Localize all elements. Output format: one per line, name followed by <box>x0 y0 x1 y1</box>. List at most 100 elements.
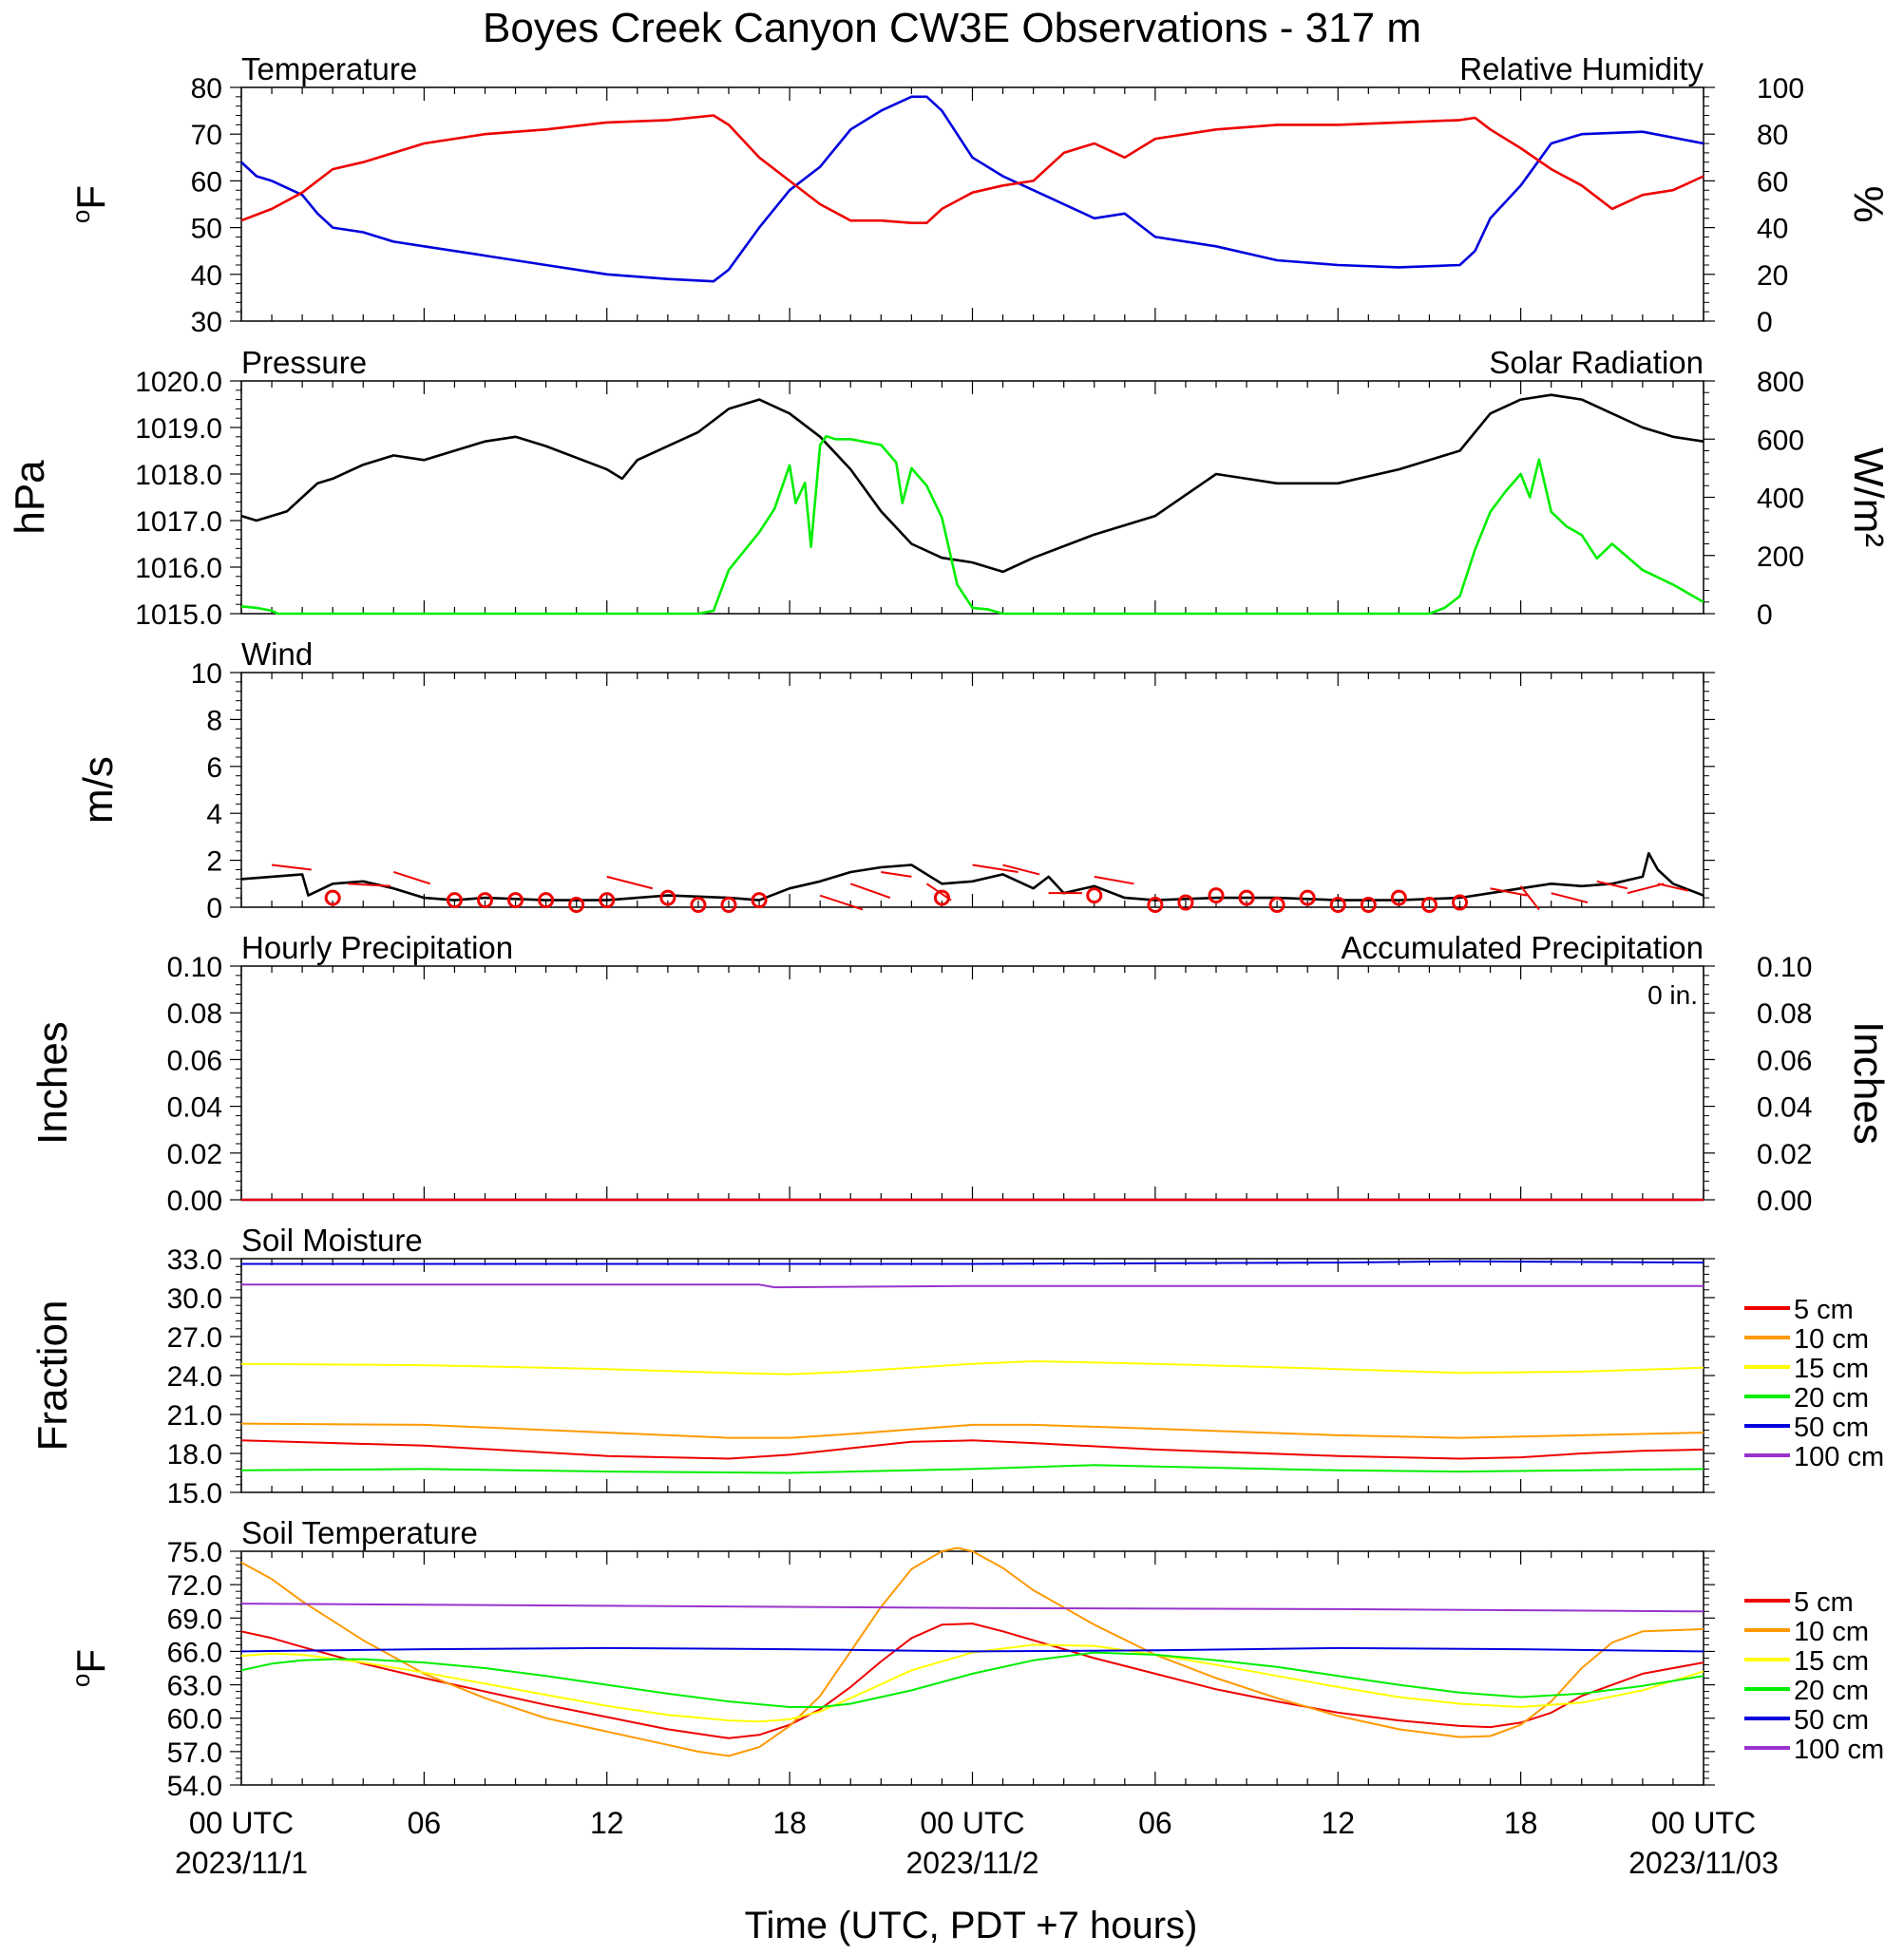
y-tick-label-left: 0.02 <box>167 1139 222 1170</box>
wind-barb <box>1002 864 1040 876</box>
y-tick-label-left: 4 <box>206 799 222 830</box>
y-tick-label-right: 0.00 <box>1757 1186 1812 1217</box>
y-tick-label-left: 1017.0 <box>135 506 222 538</box>
panel-soil_temp: 54.057.060.063.066.069.072.075.0 Soil Tem… <box>67 1515 1715 1802</box>
legend-label: 20 cm <box>1794 1676 1869 1706</box>
y-tick-label-right: 600 <box>1757 425 1804 456</box>
y-tick-label-right: 0 <box>1757 307 1773 338</box>
y-tick-label-left: 1019.0 <box>135 413 222 445</box>
y-tick-label-left: 27.0 <box>167 1322 222 1354</box>
y-tick-label-left: 10 <box>191 658 222 690</box>
y-axis-label-right: Inches <box>1845 1021 1892 1145</box>
wind-barb <box>1551 892 1589 904</box>
series-line-black <box>240 851 1704 902</box>
panel-temp_rh: 30 40 50 60 70 80 0 20 40 60 80 100 Temperature Relat… <box>67 51 1892 338</box>
y-tick-label-left: 72.0 <box>167 1570 222 1602</box>
y-tick-label-left: 0.04 <box>167 1092 222 1124</box>
y-tick-label-left: 0.06 <box>167 1045 222 1076</box>
y-tick-label-right: 0 <box>1757 599 1773 631</box>
calm-wind-circle <box>477 892 493 909</box>
y-tick-label-left: 21.0 <box>167 1400 222 1432</box>
panel-frame <box>240 672 1704 908</box>
y-tick-label-left: 18.0 <box>167 1439 222 1471</box>
y-tick-label-left: 75.0 <box>167 1537 222 1568</box>
y-tick-label-right: 0.10 <box>1757 952 1812 983</box>
calm-wind-circle <box>1177 894 1194 911</box>
x-tick-label: 18 <box>1504 1806 1538 1840</box>
y-tick-label-left: 8 <box>206 705 222 736</box>
unit-letter: F <box>68 1649 113 1674</box>
calm-wind-circle <box>1360 897 1377 914</box>
panel-frame <box>240 965 1704 1201</box>
degree-mark: o <box>67 210 95 223</box>
y-tick-label-left: 1015.0 <box>135 599 222 631</box>
wind-barb <box>271 864 312 871</box>
y-tick-label-left: 33.0 <box>167 1244 222 1276</box>
y-tick-label-right: 200 <box>1757 541 1804 573</box>
y-axis-label-left: hPa <box>7 460 53 535</box>
y-tick-label-left: 40 <box>191 260 222 292</box>
series-line-black <box>240 393 1704 574</box>
legend-label: 10 cm <box>1794 1617 1869 1647</box>
wind-barb <box>1657 883 1689 892</box>
x-axis: 00 UTC 2023/11/1 06 12 18 00 UTC 2023/11/2 06 12… <box>175 1806 1779 1880</box>
calm-wind-circle <box>1147 897 1164 914</box>
legend-label: 15 cm <box>1794 1646 1869 1677</box>
wind-barb <box>393 870 431 885</box>
calm-wind-circle <box>568 897 585 914</box>
precip-total-annotation: 0 in. <box>1647 980 1698 1010</box>
calm-wind-circle <box>1420 897 1438 914</box>
wind-barb <box>1094 875 1134 885</box>
x-axis-label: Time (UTC, PDT +7 hours) <box>745 1905 1198 1946</box>
y-tick-label-left: 66.0 <box>167 1637 222 1668</box>
y-axis-label-right: % <box>1845 185 1892 222</box>
series-line-orange <box>240 1422 1704 1439</box>
y-axis-label-left: Fraction <box>29 1300 76 1452</box>
calm-wind-circle <box>1208 887 1225 904</box>
panel-title-left: Soil Temperature <box>241 1515 478 1550</box>
wind-barb <box>1519 885 1540 911</box>
series-line-blue <box>241 1260 1704 1265</box>
y-tick-label-left: 0.08 <box>167 998 222 1030</box>
calm-wind-circle <box>751 892 768 909</box>
panel-soil_moisture: 15.0 18.0 21.0 24.0 27.0 30.0 33.0 Soil Moistur… <box>29 1223 1715 1509</box>
y-tick-label-right: 0.08 <box>1757 998 1812 1030</box>
y-tick-label-left: 2 <box>206 846 222 878</box>
calm-wind-circle <box>659 889 676 906</box>
wind-barb <box>972 864 1019 873</box>
wind-barb <box>881 870 912 878</box>
x-tick-label: 06 <box>408 1806 442 1840</box>
series-line-purple <box>240 1603 1704 1613</box>
y-tick-label-left: 50 <box>191 214 222 245</box>
calm-wind-circle <box>538 892 555 909</box>
legend-label: 20 cm <box>1794 1383 1869 1414</box>
legend-label: 10 cm <box>1794 1324 1869 1355</box>
degree-mark: o <box>67 1674 95 1687</box>
y-tick-label-left: 15.0 <box>167 1478 222 1509</box>
panel-title-right: Accumulated Precipitation <box>1341 930 1704 965</box>
y-tick-label-right: 60 <box>1757 166 1788 198</box>
y-tick-label-left: 24.0 <box>167 1361 222 1393</box>
y-tick-label-right: 0.06 <box>1757 1045 1812 1076</box>
x-tick-label: 12 <box>1321 1806 1355 1840</box>
y-tick-label-right: 80 <box>1757 120 1788 151</box>
series-line-blue <box>240 95 1704 283</box>
y-tick-label-left: 80 <box>191 73 222 104</box>
y-tick-label-right: 20 <box>1757 260 1788 292</box>
wind-barb <box>1627 883 1665 895</box>
y-tick-label-left: 1018.0 <box>135 460 222 491</box>
series-line-green <box>240 1651 1704 1708</box>
y-tick-label-left: 54.0 <box>167 1771 222 1802</box>
panel-title-right: Relative Humidity <box>1459 51 1704 86</box>
y-tick-label-right: 100 <box>1757 73 1804 104</box>
y-tick-label-left: 60.0 <box>167 1704 222 1736</box>
wind-barb <box>925 883 952 902</box>
panel-title-left: Pressure <box>241 345 367 380</box>
y-tick-label-left: 0.10 <box>167 952 222 983</box>
calm-wind-circle <box>1086 887 1103 904</box>
y-tick-label-right: 800 <box>1757 367 1804 398</box>
calm-wind-circle <box>324 889 341 906</box>
legend-label: 50 cm <box>1794 1413 1869 1443</box>
